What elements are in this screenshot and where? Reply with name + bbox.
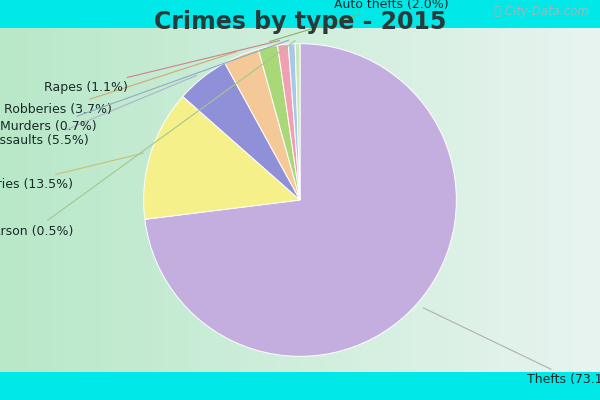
Wedge shape <box>295 44 300 200</box>
Text: Burglaries (13.5%): Burglaries (13.5%) <box>0 153 143 191</box>
Wedge shape <box>278 44 300 200</box>
Wedge shape <box>259 45 300 200</box>
Text: Murders (0.7%): Murders (0.7%) <box>0 40 289 133</box>
Text: Rapes (1.1%): Rapes (1.1%) <box>44 40 280 94</box>
Wedge shape <box>183 63 300 200</box>
Text: Arson (0.5%): Arson (0.5%) <box>0 40 295 238</box>
Wedge shape <box>143 96 300 219</box>
Wedge shape <box>288 44 300 200</box>
Wedge shape <box>225 49 300 200</box>
Text: Robberies (3.7%): Robberies (3.7%) <box>4 52 237 116</box>
Text: Crimes by type - 2015: Crimes by type - 2015 <box>154 10 446 34</box>
Text: ⓘ City-Data.com: ⓘ City-Data.com <box>494 4 589 18</box>
Text: Auto thefts (2.0%): Auto thefts (2.0%) <box>269 0 449 42</box>
Wedge shape <box>145 44 457 356</box>
Text: Assaults (5.5%): Assaults (5.5%) <box>0 75 197 147</box>
Text: Thefts (73.1%): Thefts (73.1%) <box>423 308 600 386</box>
